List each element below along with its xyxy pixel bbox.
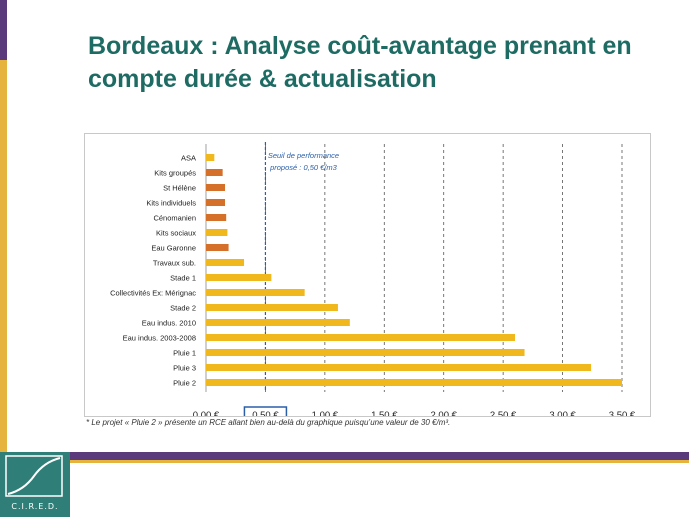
category-label: Pluie 2 (173, 378, 196, 387)
category-label: St Hélène (163, 183, 196, 192)
bar (206, 334, 516, 341)
category-label: Eau indus. 2010 (142, 318, 196, 327)
highlighted-tick-box (243, 406, 288, 416)
cired-logo-curve-icon (5, 455, 63, 497)
category-label: Stade 2 (170, 303, 196, 312)
bar (206, 154, 215, 161)
x-tick-label: 2,00 € (431, 410, 458, 416)
chart-footnote: * Le projet « Pluie 2 » présente un RCE … (86, 418, 451, 427)
bar (206, 349, 525, 356)
bar (206, 169, 223, 176)
category-label: Eau indus. 2003-2008 (123, 333, 196, 342)
category-label: Cénomanien (153, 213, 196, 222)
bar (206, 379, 622, 386)
category-label: Eau Garonne (151, 243, 196, 252)
category-label: Stade 1 (170, 273, 196, 282)
category-label: ASA (181, 153, 196, 162)
cired-logo (0, 452, 70, 517)
bar (206, 199, 226, 206)
bar (206, 304, 338, 311)
x-tick-label: 3,00 € (549, 410, 576, 416)
bottom-band-accent (70, 460, 689, 463)
chart-frame: Seuil de performance proposé : 0,50 €/m3 A… (84, 133, 651, 417)
bar (206, 184, 226, 191)
threshold-label-line1: Seuil de performance (268, 151, 339, 160)
x-tick-label: 0,00 € (193, 410, 220, 416)
bar (206, 259, 245, 266)
category-label: Kits sociaux (156, 228, 196, 237)
x-tick-label: 1,50 € (371, 410, 398, 416)
category-label: Pluie 3 (173, 363, 196, 372)
cired-logo-text: C.I.R.E.D. (11, 502, 59, 511)
bar (206, 274, 272, 281)
bar (206, 289, 305, 296)
x-tick-label: 3,50 € (609, 410, 636, 416)
category-label: Travaux sub. (153, 258, 196, 267)
bar-chart: Seuil de performance proposé : 0,50 €/m3 A… (110, 142, 636, 416)
x-tick-label: 1,00 € (312, 410, 339, 416)
left-accent-bar (0, 0, 7, 517)
category-label: Pluie 1 (173, 348, 196, 357)
bar (206, 229, 228, 236)
threshold-label-line2: proposé : 0,50 €/m3 (269, 163, 338, 172)
category-label: Kits individuels (146, 198, 196, 207)
category-label: Collectivités Ex: Mérignac (110, 288, 196, 297)
category-label: Kits groupés (154, 168, 196, 177)
bar (206, 364, 592, 371)
bottom-band (0, 452, 689, 460)
bar (206, 244, 229, 251)
x-tick-label: 2,50 € (490, 410, 517, 416)
x-tick-label: 0,50 € (252, 410, 279, 416)
slide-title: Bordeaux : Analyse coût-avantage prenant… (88, 32, 632, 93)
bar (206, 214, 227, 221)
left-accent-bar-top (0, 0, 7, 60)
bar (206, 319, 350, 326)
